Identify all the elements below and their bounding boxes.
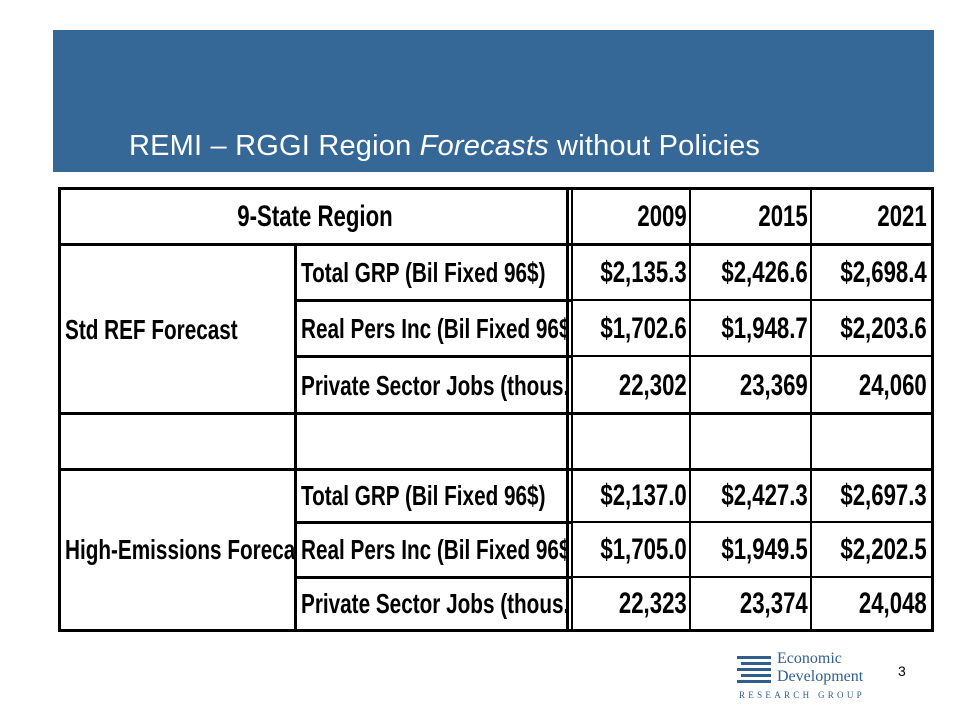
metric-label: Total GRP (Bil Fixed 96$) — [301, 480, 546, 511]
table-rule — [294, 246, 297, 629]
table-cell: $1,949.5 — [721, 533, 808, 566]
table-cell: $2,426.6 — [721, 255, 808, 289]
metric-label: Total GRP (Bil Fixed 96$) — [301, 256, 546, 288]
table-cell: $2,427.3 — [721, 479, 808, 512]
forecast-table: 9-State Region 2009 2015 2021 Std REF Fo… — [58, 187, 934, 632]
table-rule — [689, 190, 691, 629]
table-rule — [569, 521, 931, 523]
group-label-std-ref: Std REF Forecast — [65, 313, 238, 345]
logo-text-line3: RESEARCH GROUP — [739, 690, 865, 700]
table-cell: 24,048 — [859, 587, 927, 620]
table-rule — [61, 243, 931, 246]
table-cell: 23,374 — [740, 587, 808, 620]
title-banner: REMI – RGGI Region Forecasts without Pol… — [53, 30, 934, 172]
logo-mark-icon — [737, 656, 771, 683]
table-rule — [569, 576, 931, 578]
table-cell: 24,060 — [859, 368, 927, 402]
table-cell: $2,697.3 — [840, 479, 927, 512]
company-logo: Economic Development RESEARCH GROUP — [737, 648, 897, 708]
metric-label: Private Sector Jobs (thous.) — [301, 588, 569, 619]
header-year: 2021 — [877, 199, 927, 233]
logo-text-line1: Economic — [777, 650, 842, 667]
logo-text-line2: Development — [777, 668, 864, 685]
table-rule — [571, 190, 573, 629]
table-cell: $2,137.0 — [600, 479, 687, 512]
header-year: 2015 — [758, 199, 808, 233]
table-cell: 23,369 — [740, 368, 808, 402]
metric-label: Real Pers Inc (Bil Fixed 96$) — [301, 534, 569, 565]
table-cell: $2,135.3 — [600, 255, 687, 289]
table-rule — [61, 468, 931, 471]
table-rule — [297, 576, 571, 579]
table-rule — [297, 299, 571, 302]
table-cell: $2,203.6 — [840, 311, 927, 345]
page-number: 3 — [898, 663, 906, 679]
table-cell: $1,705.0 — [600, 533, 687, 566]
table-rule — [569, 355, 931, 357]
table-rule — [297, 355, 571, 358]
header-year: 2009 — [637, 199, 687, 233]
table-rule — [61, 412, 931, 415]
table-cell: $1,702.6 — [600, 311, 687, 345]
table-cell: $2,202.5 — [840, 533, 927, 566]
metric-label: Private Sector Jobs (thous.) — [301, 369, 569, 401]
table-rule — [810, 190, 812, 629]
table-rule — [569, 299, 931, 301]
table-cell: $1,948.7 — [721, 311, 808, 345]
slide-title: REMI – RGGI Region Forecasts without Pol… — [129, 130, 761, 162]
table-cell: 22,323 — [619, 587, 687, 620]
table-rule — [297, 521, 571, 524]
group-label-high-emissions: High-Emissions Forecast — [65, 534, 294, 565]
header-region: 9-State Region — [237, 199, 393, 233]
metric-label: Real Pers Inc (Bil Fixed 96$) — [301, 312, 569, 344]
table-cell: 22,302 — [619, 368, 687, 402]
table-rule — [566, 190, 569, 629]
table-cell: $2,698.4 — [840, 255, 927, 289]
